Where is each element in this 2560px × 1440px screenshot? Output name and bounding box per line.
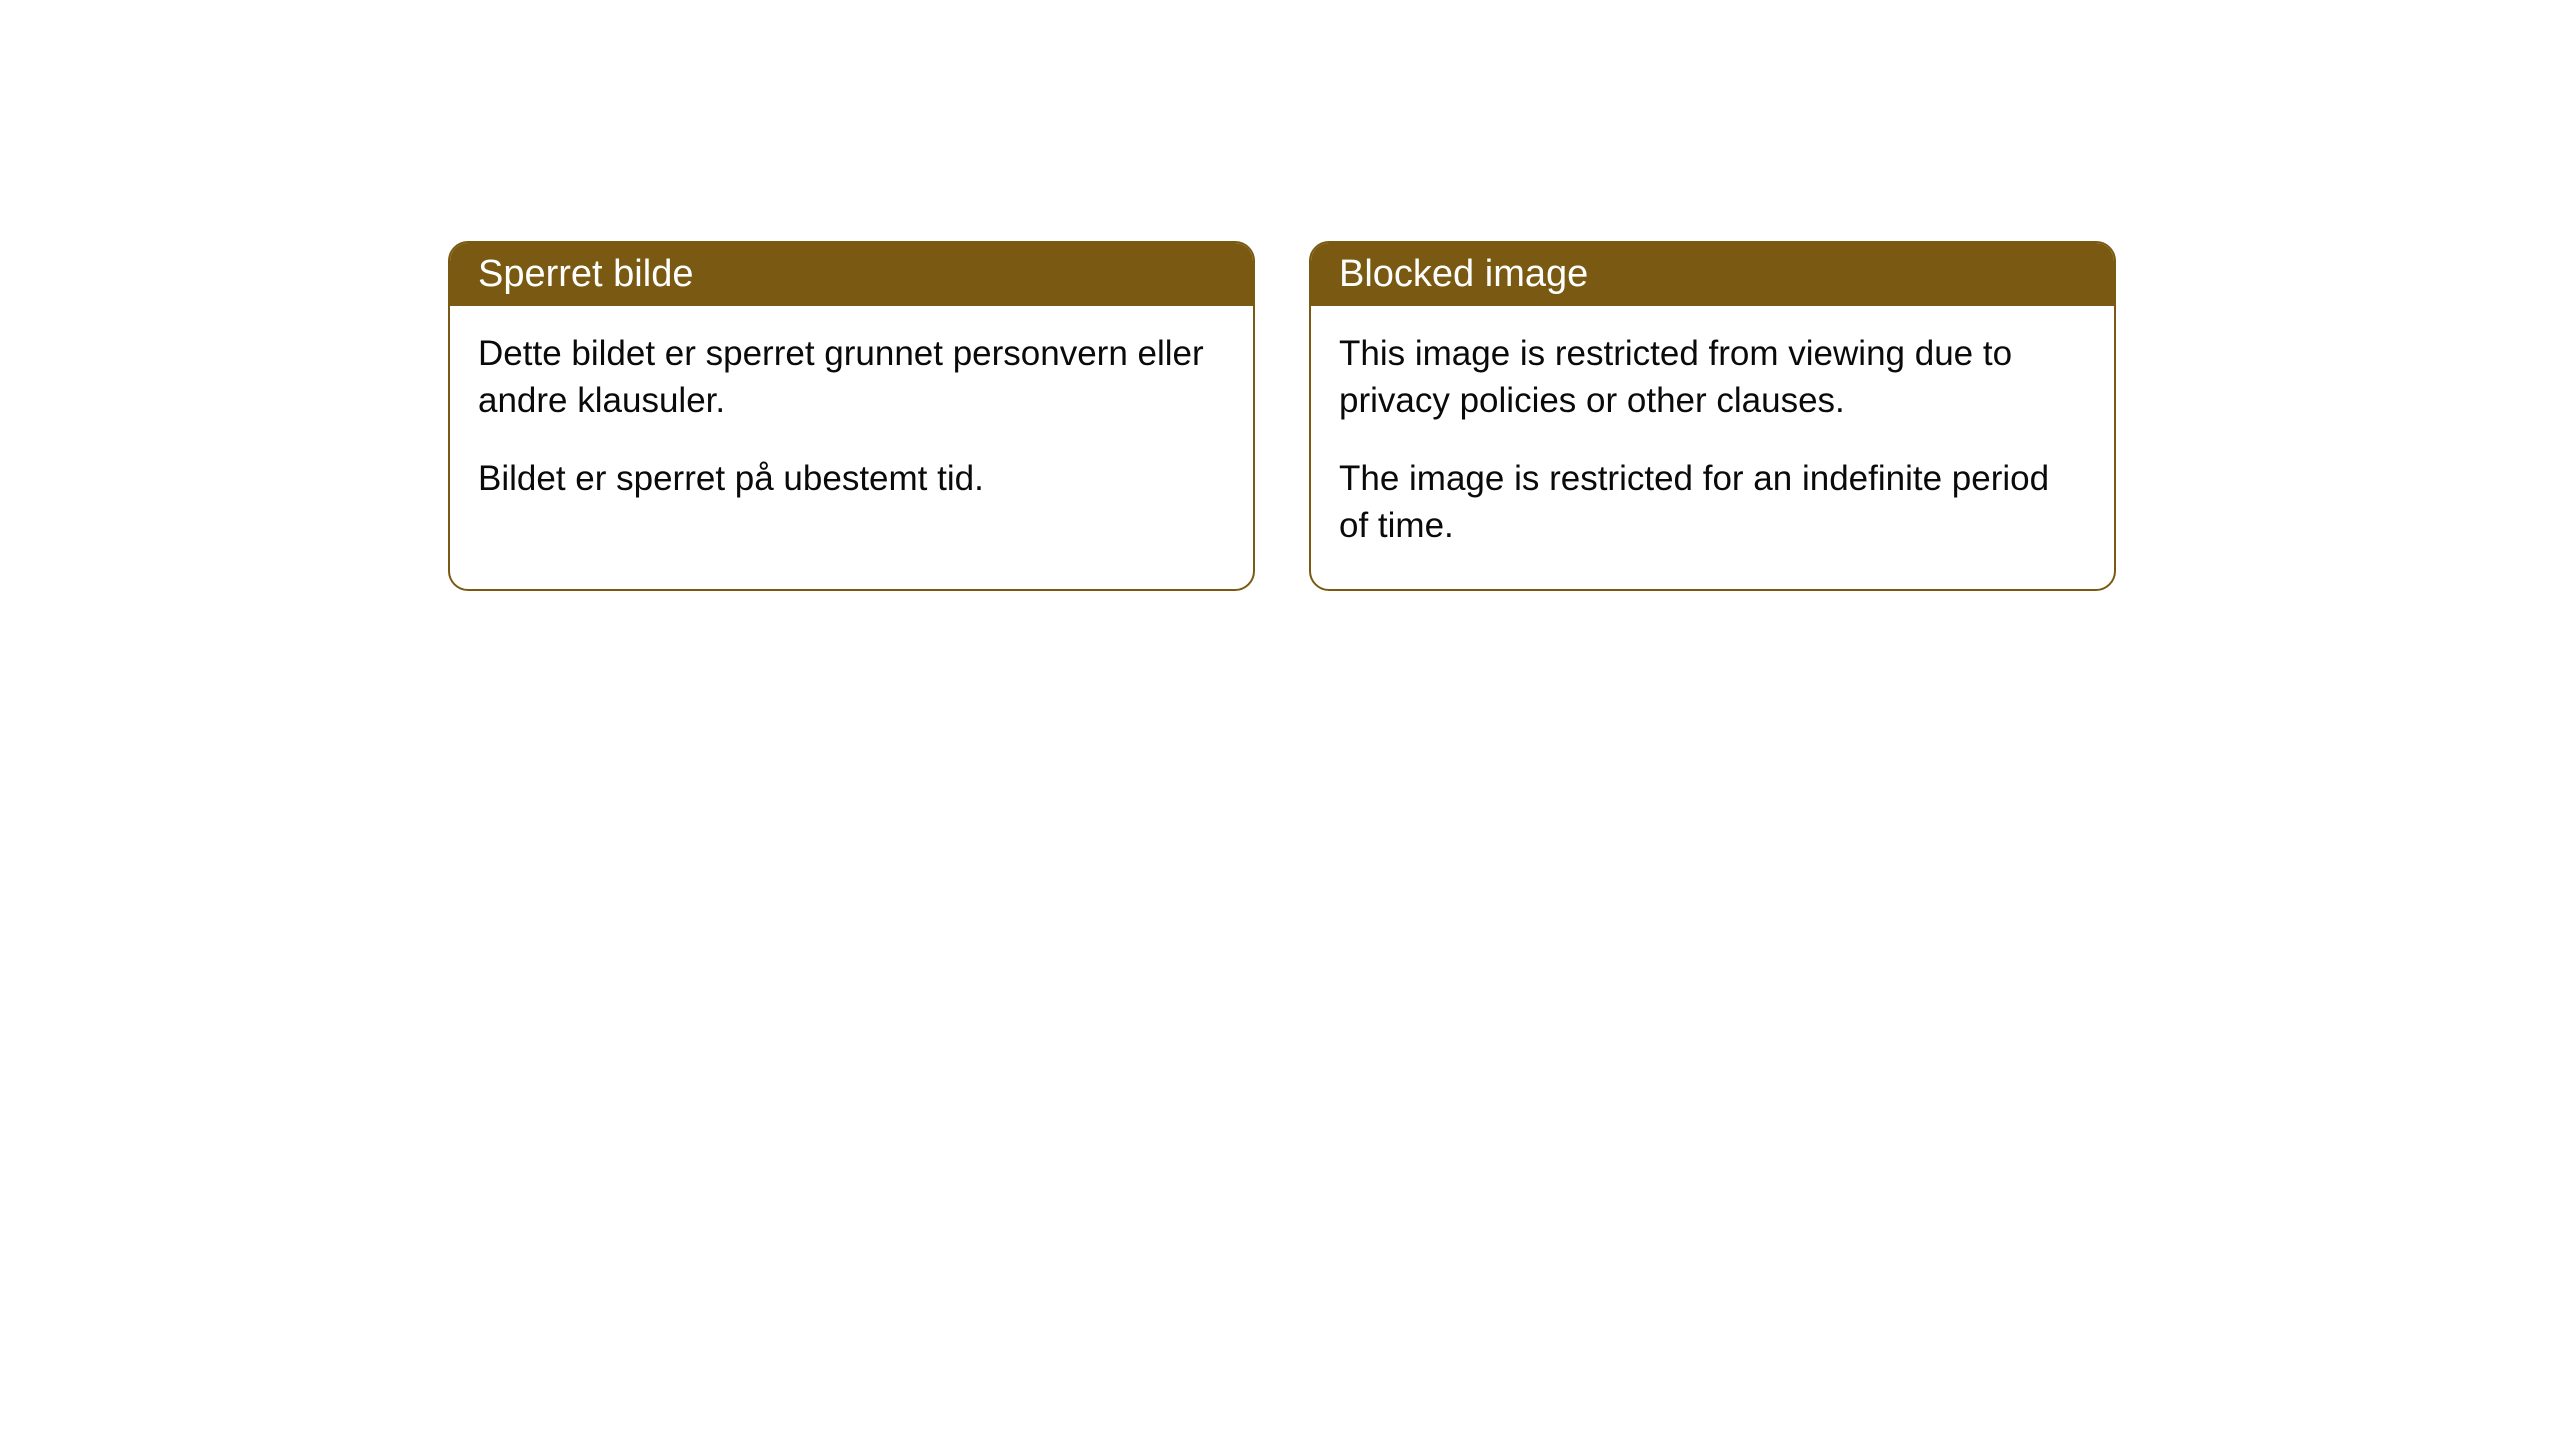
card-body-english: This image is restricted from viewing du… <box>1311 306 2114 589</box>
card-paragraph: Bildet er sperret på ubestemt tid. <box>478 455 1225 502</box>
notice-cards-container: Sperret bilde Dette bildet er sperret gr… <box>448 241 2116 591</box>
card-title: Sperret bilde <box>478 253 693 295</box>
card-title: Blocked image <box>1339 253 1588 295</box>
card-header-english: Blocked image <box>1311 243 2114 306</box>
card-paragraph: Dette bildet er sperret grunnet personve… <box>478 330 1225 425</box>
card-english: Blocked image This image is restricted f… <box>1309 241 2116 591</box>
card-paragraph: The image is restricted for an indefinit… <box>1339 455 2086 550</box>
card-norwegian: Sperret bilde Dette bildet er sperret gr… <box>448 241 1255 591</box>
card-paragraph: This image is restricted from viewing du… <box>1339 330 2086 425</box>
card-body-norwegian: Dette bildet er sperret grunnet personve… <box>450 306 1253 542</box>
card-header-norwegian: Sperret bilde <box>450 243 1253 306</box>
